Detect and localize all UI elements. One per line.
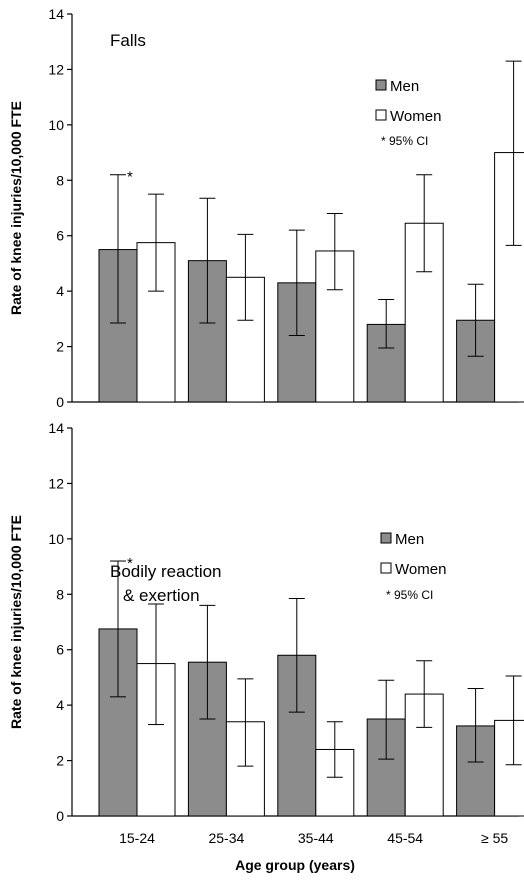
y-tick-label: 0: [56, 808, 64, 824]
y-tick-label: 10: [48, 531, 64, 547]
legend-note: * 95% CI: [386, 588, 433, 602]
x-tick-label: 25-34: [208, 830, 244, 846]
y-tick-label: 6: [56, 228, 64, 244]
legend-label-men: Men: [395, 531, 424, 548]
y-tick-label: 2: [56, 753, 64, 769]
x-tick-label: ≥ 55: [481, 830, 508, 846]
y-tick-label: 2: [56, 339, 64, 355]
x-tick-label: 45-54: [387, 830, 423, 846]
significance-star: *: [127, 555, 133, 572]
y-tick-label: 14: [48, 420, 64, 436]
panel-title: Bodily reaction & exertion: [110, 562, 222, 605]
legend-note: * 95% CI: [381, 134, 428, 148]
significance-star: *: [127, 169, 133, 186]
legend-swatch-women: [375, 109, 387, 121]
legend-swatch-men: [375, 79, 387, 91]
legend-swatch-women: [380, 562, 392, 574]
y-tick-label: 4: [56, 697, 64, 713]
x-tick-label: 15-24: [119, 830, 155, 846]
panel-title: Falls: [110, 31, 146, 50]
legend-swatch-men: [380, 532, 392, 544]
legend-label-men: Men: [390, 78, 419, 95]
y-tick-label: 8: [56, 172, 64, 188]
y-axis-title: Rate of knee injuries/10,000 FTE: [8, 515, 24, 729]
panel-title-line: & exertion: [123, 586, 200, 605]
bar-women-0: [136, 242, 176, 403]
panel-title-line: Bodily reaction: [110, 562, 222, 581]
y-tick-label: 8: [56, 586, 64, 602]
y-tick-label: 6: [56, 642, 64, 658]
legend-label-women: Women: [390, 108, 441, 125]
bar-women-4: [494, 152, 524, 403]
y-tick-label: 12: [48, 61, 64, 77]
y-tick-label: 14: [48, 6, 64, 22]
y-tick-label: 0: [56, 394, 64, 410]
bar-women-4: [494, 719, 524, 817]
y-tick-label: 4: [56, 283, 64, 299]
legend-label-women: Women: [395, 561, 446, 578]
x-tick-label: 35-44: [298, 830, 334, 846]
x-axis-title: Age group (years): [235, 857, 355, 873]
y-tick-label: 12: [48, 475, 64, 491]
y-axis-title: Rate of knee injuries/10,000 FTE: [8, 101, 24, 315]
bar-men-1: [187, 260, 227, 403]
y-tick-label: 10: [48, 117, 64, 133]
